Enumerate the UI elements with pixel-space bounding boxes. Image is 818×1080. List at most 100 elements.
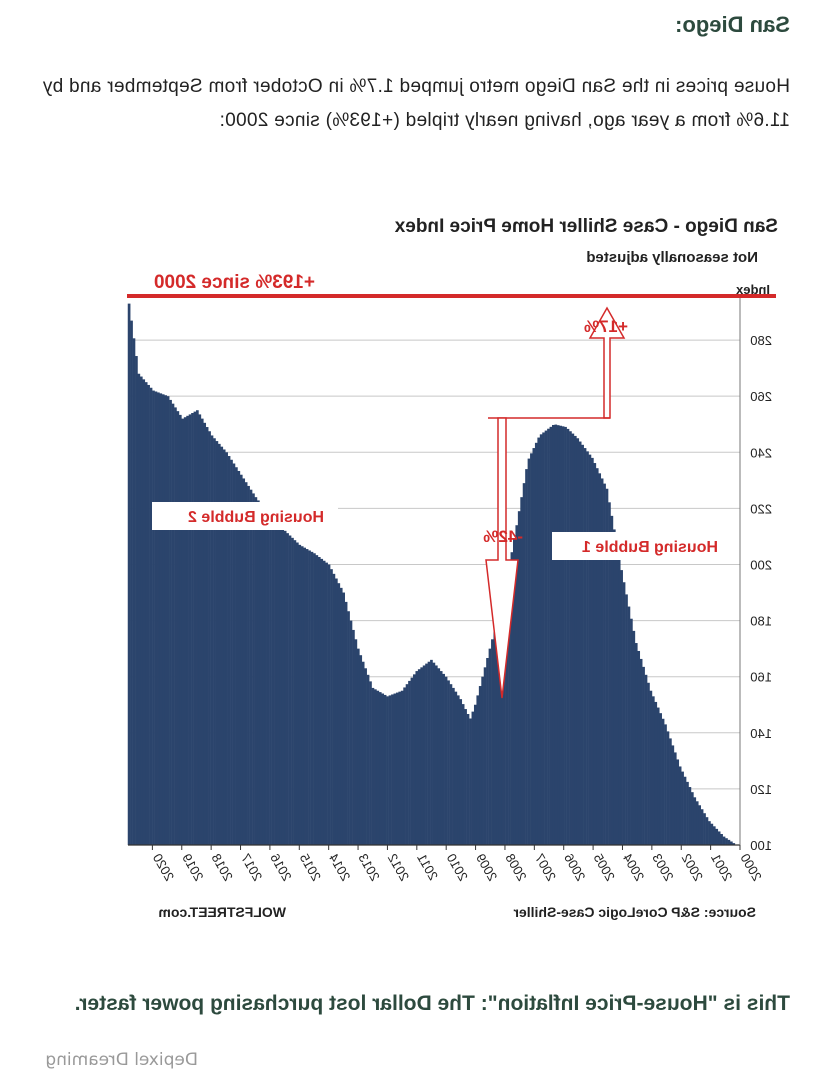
data-bar <box>630 618 633 845</box>
data-bar <box>196 410 199 845</box>
data-bar <box>588 454 592 845</box>
data-bar <box>686 781 689 845</box>
data-bar <box>695 801 699 845</box>
x-tick-label: 2007 <box>532 851 559 884</box>
data-bar <box>476 695 480 845</box>
data-bar <box>656 707 660 845</box>
data-bar <box>159 393 163 845</box>
data-bar <box>371 687 375 845</box>
data-bar <box>317 557 321 845</box>
data-bar <box>210 435 214 845</box>
data-bar <box>578 441 582 845</box>
data-bar <box>388 695 392 845</box>
data-bar <box>176 411 180 845</box>
data-bar <box>432 662 436 845</box>
data-bar <box>605 488 609 845</box>
data-bar <box>276 523 280 845</box>
data-bar <box>471 711 475 845</box>
data-bar <box>612 529 616 845</box>
data-bar <box>356 648 360 845</box>
bubble2-label: Housing Bubble 2 <box>188 509 324 526</box>
data-bar <box>461 704 465 845</box>
data-bar <box>378 692 382 845</box>
data-bar <box>254 497 258 845</box>
data-bar <box>127 303 131 845</box>
data-bar <box>310 551 314 845</box>
data-bar <box>376 690 380 845</box>
x-tick-label: 2001 <box>708 851 735 884</box>
data-bar <box>444 676 448 845</box>
y-tick-label: 220 <box>750 501 772 516</box>
data-bar <box>325 562 328 845</box>
data-bar <box>374 689 377 845</box>
data-bar <box>259 503 263 845</box>
down-arrow <box>485 417 519 699</box>
data-bar <box>622 582 626 845</box>
data-bar <box>205 427 209 845</box>
data-bar <box>671 745 675 845</box>
data-bar <box>449 684 453 845</box>
data-bar <box>152 390 155 845</box>
data-bar <box>681 771 684 845</box>
data-bar <box>274 521 277 845</box>
data-bar <box>239 474 243 845</box>
data-bar <box>554 424 558 845</box>
data-bar <box>249 489 253 845</box>
data-bar <box>561 426 565 845</box>
data-bar <box>525 469 528 845</box>
data-bar <box>503 592 506 845</box>
data-bar <box>591 457 594 845</box>
data-bar <box>264 510 267 845</box>
data-bar <box>678 766 682 845</box>
data-bar <box>552 424 555 845</box>
x-tick-label: 2009 <box>473 851 500 884</box>
data-bar <box>727 839 731 845</box>
data-bar <box>183 417 187 845</box>
data-bar <box>693 797 697 845</box>
data-bar <box>634 643 638 845</box>
source-note: Source: S&P CoreLogic Case-Shiller <box>513 904 756 920</box>
data-bar <box>235 467 238 845</box>
data-bar <box>456 695 460 845</box>
data-bar <box>381 693 385 845</box>
data-bar <box>417 669 421 845</box>
x-tick-label: 2019 <box>179 851 206 884</box>
bubble1-label: Housing Bubble 1 <box>582 539 718 556</box>
annotations: +193% since 2000 +17% -42% Housing Bubbl… <box>127 272 776 699</box>
data-bar <box>354 639 358 845</box>
data-bar <box>717 831 721 845</box>
x-tick-label: 2012 <box>385 851 412 884</box>
data-bar <box>242 478 246 845</box>
data-bar <box>215 441 219 845</box>
data-bar <box>174 407 177 845</box>
data-bar <box>364 668 367 845</box>
data-bar <box>603 483 606 845</box>
data-bar <box>410 677 414 845</box>
data-bar <box>191 413 194 845</box>
data-bar <box>266 513 270 845</box>
data-bar <box>666 731 670 845</box>
data-bar <box>339 587 343 845</box>
data-bar <box>434 665 438 845</box>
data-bar <box>593 463 597 845</box>
data-bar <box>149 387 153 845</box>
data-bar <box>610 515 614 845</box>
data-bar <box>708 821 711 845</box>
data-bar <box>271 519 275 845</box>
data-bar <box>715 828 719 845</box>
y-tick-label: 280 <box>750 333 772 348</box>
data-bar <box>661 718 665 845</box>
data-bar <box>600 478 604 845</box>
data-bar <box>298 544 302 845</box>
watermark: Depixel Dreaming <box>45 1050 198 1070</box>
data-bar <box>493 629 497 845</box>
data-bar <box>627 606 631 845</box>
data-bar <box>581 444 584 845</box>
data-bar <box>700 809 704 845</box>
y-tick-label: 180 <box>750 614 772 629</box>
data-bar <box>544 430 548 845</box>
data-bar <box>322 560 326 845</box>
data-bar <box>688 787 692 845</box>
data-bar <box>269 516 272 845</box>
